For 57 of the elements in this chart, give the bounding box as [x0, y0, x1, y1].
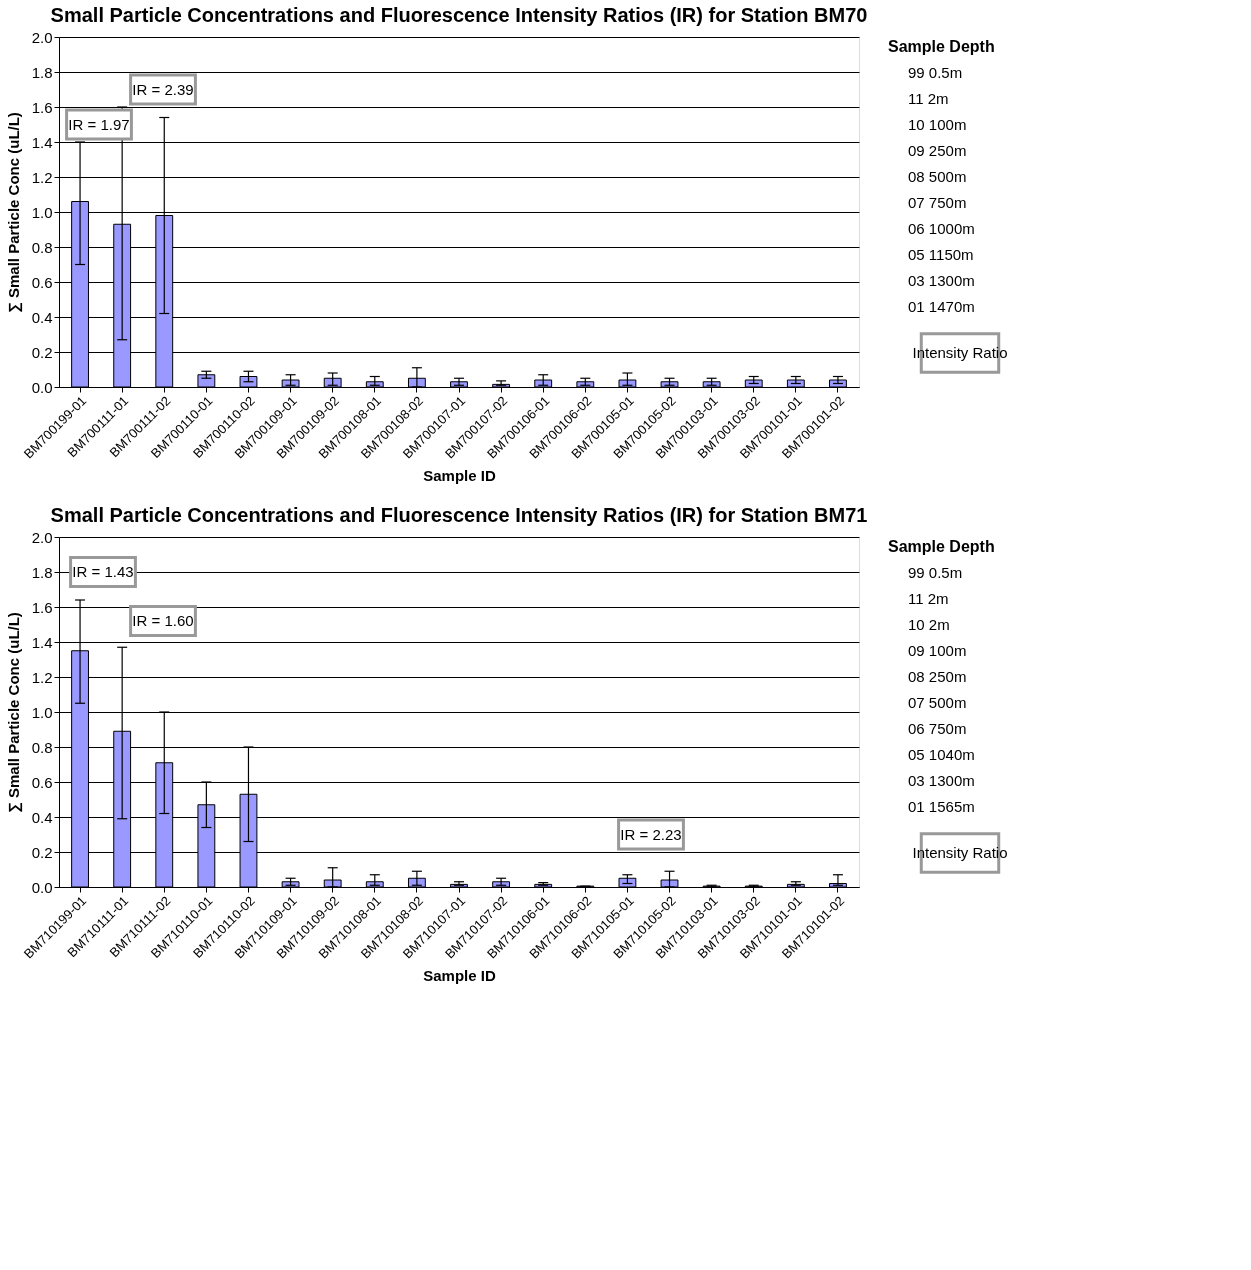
text: Sample Depth [888, 38, 995, 55]
chart-title: Small Particle Concentrations and Fluorescence Intensity Ratios (IR) for Station BM71 [50, 504, 868, 526]
y-tick-label: 1.6 [31, 98, 53, 116]
y-tick-label: 1.6 [31, 598, 53, 616]
text: 99 0.5m [908, 64, 963, 81]
text: Intensity Ratio [912, 844, 1008, 861]
text: 09 100m [908, 642, 967, 659]
y-tick-label: 0.8 [31, 738, 53, 756]
y-tick-label: 0.8 [31, 238, 53, 256]
y-tick-label: 0.4 [31, 808, 53, 826]
y-tick-label: 2.0 [31, 28, 53, 46]
text: 03 1300m [908, 772, 975, 789]
annotation: IR = 2.23 [620, 825, 682, 843]
y-tick-label: 1.0 [31, 703, 53, 721]
text: 07 500m [908, 694, 967, 711]
y-tick-label: 0.2 [31, 843, 53, 861]
annotation: IR = 1.43 [72, 563, 134, 580]
text: 03 1300m [908, 272, 975, 289]
y-tick-label: 0.0 [31, 378, 53, 396]
y-tick-label: 1.0 [31, 203, 53, 221]
text: 10 100m [908, 116, 967, 133]
annotation: IR = 2.39 [132, 80, 194, 98]
y-tick-label: 0.6 [31, 273, 53, 291]
text: 05 1040m [908, 746, 975, 763]
text: 99 0.5m [908, 564, 963, 581]
y-axis-title: ∑ Small Particle Conc (uL/L) [4, 112, 23, 313]
y-tick-label: 1.2 [31, 168, 53, 186]
annotation: IR = 1.97 [68, 115, 130, 133]
y-axis-title: ∑ Small Particle Conc (uL/L) [4, 612, 23, 813]
y-tick-label: 0.6 [31, 773, 53, 791]
x-axis-title: Sample ID [423, 967, 496, 985]
text: 07 750m [908, 194, 967, 211]
chart-title: Small Particle Concentrations and Fluorescence Intensity Ratios (IR) for Station BM70 [50, 4, 868, 26]
y-tick-label: 1.2 [31, 668, 53, 686]
text: 06 750m [908, 720, 967, 737]
text: 11 2m [908, 90, 949, 107]
text: 05 1150m [908, 246, 974, 263]
text: 01 1565m [908, 798, 975, 815]
y-tick-label: 1.4 [31, 133, 53, 151]
annotation: IR = 1.60 [132, 612, 194, 629]
x-axis-title: Sample ID [423, 467, 496, 485]
y-tick-label: 0.2 [31, 343, 53, 361]
text: Sample Depth [888, 538, 995, 555]
text: 06 1000m [908, 220, 975, 237]
y-tick-label: 2.0 [31, 528, 53, 546]
text: 08 250m [908, 668, 967, 685]
y-tick-label: 1.8 [31, 63, 53, 81]
y-tick-label: 0.0 [31, 878, 53, 896]
text: 01 1470m [908, 298, 975, 315]
text: Intensity Ratio [912, 344, 1008, 361]
y-tick-label: 1.4 [31, 633, 53, 651]
text: 11 2m [908, 590, 949, 607]
text: 09 250m [908, 142, 967, 159]
y-tick-label: 1.8 [31, 563, 53, 581]
y-tick-label: 0.4 [31, 308, 53, 326]
text: 08 500m [908, 168, 967, 185]
text: 10 2m [908, 616, 950, 633]
